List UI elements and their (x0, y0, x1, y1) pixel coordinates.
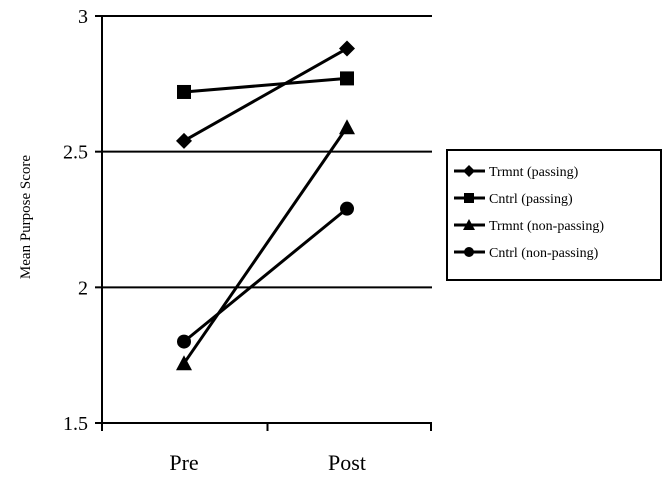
series-triangle (176, 119, 355, 371)
circle-marker (464, 247, 474, 257)
triangle-marker (339, 119, 355, 135)
series-line (183, 76, 348, 94)
legend-label: Trmnt (passing) (489, 165, 579, 180)
legend-label: Cntrl (non-passing) (489, 246, 599, 261)
y-axis-title: Mean Purpose Score (18, 155, 34, 279)
y-tick-label: 1.5 (63, 413, 88, 435)
circle-marker (177, 334, 191, 349)
series-square (177, 71, 354, 99)
series-line (183, 47, 348, 143)
legend-item: Trmnt (non-passing) (454, 219, 604, 234)
legend-item: Cntrl (passing) (454, 192, 573, 207)
legend-label: Cntrl (passing) (489, 192, 573, 207)
x-tick-label: Pre (169, 450, 198, 475)
diamond-marker (339, 40, 355, 57)
gridlines (102, 15, 432, 289)
triangle-marker (463, 219, 475, 230)
square-marker (340, 71, 354, 86)
series-line (182, 126, 349, 365)
square-marker (177, 84, 191, 99)
series-layer (176, 40, 355, 371)
diamond-marker (463, 165, 475, 177)
legend-item: Trmnt (passing) (454, 165, 579, 180)
y-tick-label: 2 (78, 277, 88, 299)
x-ticks: Pre Post (101, 423, 432, 475)
y-tick-label: 2.5 (63, 142, 88, 164)
x-tick-label: Post (328, 450, 366, 475)
circle-marker (340, 201, 354, 216)
triangle-marker (176, 355, 192, 371)
legend: Trmnt (passing) Cntrl (passing) Trmnt (non… (446, 149, 662, 281)
series-diamond (176, 40, 355, 149)
series-line (183, 207, 348, 343)
legend-item: Cntrl (non-passing) (454, 246, 599, 261)
diamond-marker (176, 132, 192, 149)
y-ticks: 1.5 2 2.5 3 (63, 6, 102, 435)
square-marker (464, 193, 474, 203)
series-circle (177, 201, 354, 349)
y-tick-label: 3 (78, 6, 88, 28)
legend-label: Trmnt (non-passing) (489, 219, 604, 234)
